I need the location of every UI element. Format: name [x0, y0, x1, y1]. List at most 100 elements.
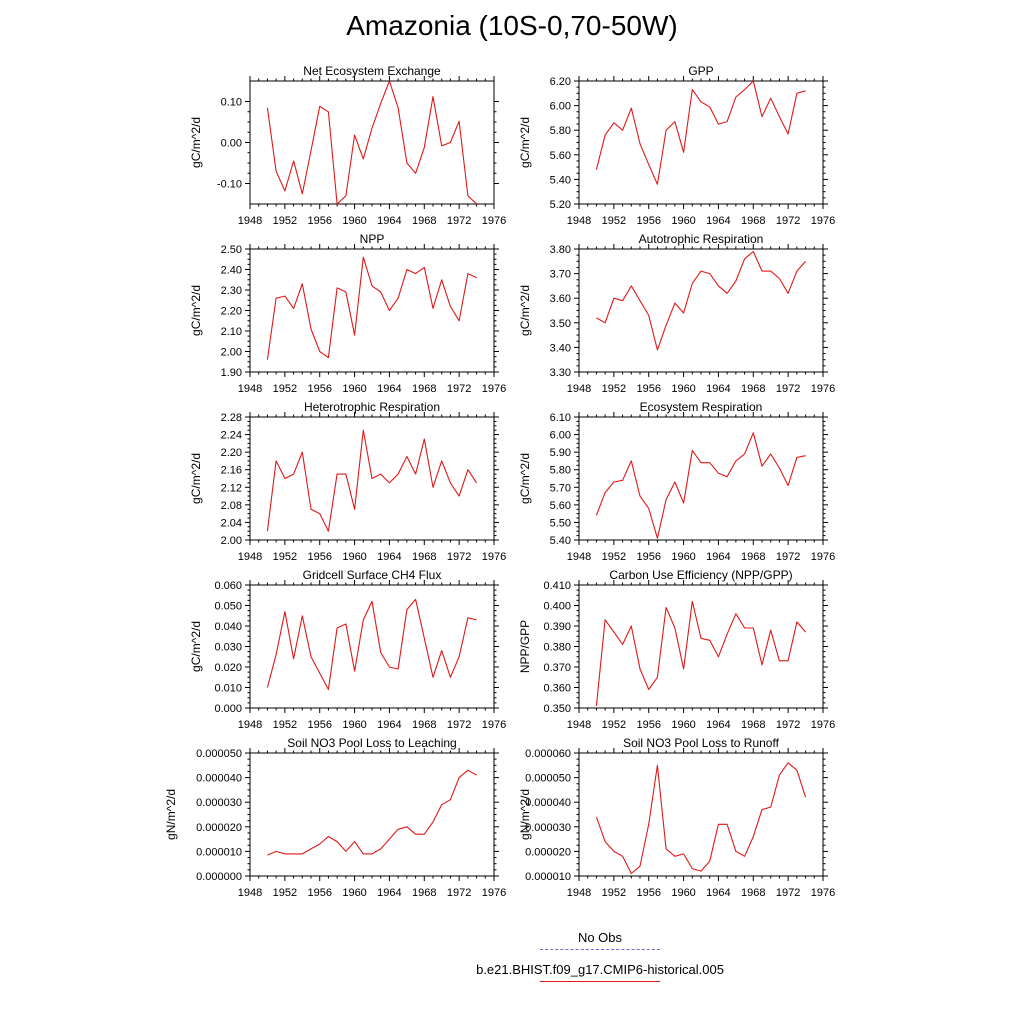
plot-frame	[578, 416, 824, 541]
legend-solid-line-swatch	[540, 981, 660, 982]
y-tick-label: 5.50	[550, 517, 571, 529]
y-axis-label: gC/m^2/d	[518, 453, 532, 504]
y-tick-label: 0.050	[214, 601, 242, 613]
x-tick-label: 1956	[636, 383, 660, 395]
y-tick-label: 0.400	[543, 601, 571, 613]
y-tick-label: 0.000020	[196, 822, 242, 834]
x-tick-label: 1952	[602, 887, 626, 899]
x-tick-label: 1956	[636, 215, 660, 227]
plot-frame	[249, 752, 495, 877]
series-line	[266, 80, 477, 205]
x-tick-label: 1952	[273, 383, 297, 395]
y-tick-label: 2.10	[221, 326, 242, 338]
series-line	[595, 80, 806, 185]
y-tick-label: 2.04	[221, 517, 242, 529]
legend-dashed-line-swatch	[540, 949, 660, 950]
x-tick-label: 1948	[238, 719, 262, 731]
y-tick-label: 6.00	[550, 430, 571, 442]
x-tick-label: 1956	[307, 719, 331, 731]
y-tick-label: 2.16	[221, 465, 242, 477]
x-tick-label: 1968	[741, 887, 765, 899]
y-tick-label: 0.00	[221, 138, 242, 150]
legend-entry-no-obs: No Obs	[430, 930, 770, 958]
y-axis-label: NPP/GPP	[518, 620, 532, 673]
y-tick-label: 3.30	[550, 367, 571, 379]
y-tick-label: 2.20	[221, 447, 242, 459]
x-tick-label: 1972	[776, 887, 800, 899]
y-tick-label: 3.40	[550, 342, 571, 354]
y-axis-label: gC/m^2/d	[189, 117, 203, 168]
x-tick-label: 1968	[412, 719, 436, 731]
x-tick-label: 1952	[602, 383, 626, 395]
series-line	[266, 429, 478, 532]
x-tick-label: 1972	[447, 551, 471, 563]
chart-panel: Ecosystem Respiration gC/m^2/d 1948 1952 195…	[518, 400, 835, 563]
page-title: Amazonia (10S-0,70-50W)	[346, 10, 678, 41]
y-tick-label: 0.000	[214, 703, 242, 715]
x-tick-label: 1976	[811, 887, 835, 899]
y-tick-label: 0.000000	[196, 871, 242, 883]
y-tick-label: 0.10	[221, 97, 242, 109]
x-tick-label: 1964	[706, 719, 730, 731]
x-tick-label: 1952	[273, 887, 297, 899]
chart-panel: Carbon Use Efficiency (NPP/GPP) NPP/GPP 19…	[518, 568, 835, 731]
y-tick-label: 2.28	[221, 412, 242, 424]
x-tick-label: 1964	[377, 215, 401, 227]
x-tick-label: 1976	[811, 215, 835, 227]
panel-title: Heterotrophic Respiration	[304, 400, 440, 414]
x-tick-label: 1956	[636, 887, 660, 899]
y-tick-label: 2.30	[221, 285, 242, 297]
x-tick-label: 1968	[741, 551, 765, 563]
x-tick-label: 1972	[776, 215, 800, 227]
legend-label: b.e21.BHIST.f09_g17.CMIP6-historical.005	[476, 962, 724, 977]
x-tick-label: 1948	[567, 215, 591, 227]
x-tick-label: 1948	[238, 215, 262, 227]
y-tick-label: 0.020	[214, 662, 242, 674]
x-tick-label: 1960	[342, 215, 366, 227]
y-axis-label: gC/m^2/d	[189, 621, 203, 672]
y-tick-label: 0.360	[543, 683, 571, 695]
chart-panel: Autotrophic Respiration gC/m^2/d 1948 1952 1…	[518, 232, 835, 395]
x-tick-label: 1948	[238, 383, 262, 395]
x-tick-label: 1972	[776, 383, 800, 395]
x-tick-label: 1968	[741, 719, 765, 731]
y-tick-label: 0.350	[543, 703, 571, 715]
y-tick-label: 3.80	[550, 244, 571, 256]
y-axis-label: gC/m^2/d	[518, 117, 532, 168]
y-tick-label: 6.00	[550, 101, 571, 113]
plot-frame	[578, 80, 824, 205]
x-tick-label: 1956	[636, 551, 660, 563]
series-line	[266, 256, 477, 360]
y-tick-label: 2.50	[221, 244, 242, 256]
x-tick-label: 1956	[307, 551, 331, 563]
plot-frame	[249, 248, 495, 373]
x-tick-label: 1960	[671, 551, 695, 563]
legend: No Obs b.e21.BHIST.f09_g17.CMIP6-histori…	[430, 930, 770, 990]
y-tick-label: 5.80	[550, 125, 571, 137]
x-tick-label: 1960	[671, 719, 695, 731]
y-tick-label: 5.60	[550, 150, 571, 162]
x-tick-label: 1952	[602, 215, 626, 227]
legend-label: No Obs	[577, 930, 623, 945]
x-tick-label: 1964	[706, 887, 730, 899]
y-axis-label: gC/m^2/d	[189, 285, 203, 336]
x-tick-label: 1952	[273, 551, 297, 563]
panel-title: Ecosystem Respiration	[640, 400, 763, 414]
x-tick-label: 1976	[811, 383, 835, 395]
x-tick-label: 1952	[602, 719, 626, 731]
plot-frame	[578, 248, 824, 373]
x-tick-label: 1972	[447, 215, 471, 227]
series-line	[266, 598, 477, 691]
x-tick-label: 1956	[307, 215, 331, 227]
x-tick-label: 1976	[482, 551, 506, 563]
y-tick-label: 0.410	[543, 580, 571, 592]
y-tick-label: 0.000020	[525, 846, 571, 858]
x-tick-label: 1948	[238, 887, 262, 899]
x-tick-label: 1948	[238, 551, 262, 563]
x-tick-label: 1968	[412, 551, 436, 563]
y-tick-label: 3.50	[550, 318, 571, 330]
y-tick-label: 0.390	[543, 621, 571, 633]
x-tick-label: 1964	[377, 719, 401, 731]
x-tick-label: 1972	[447, 719, 471, 731]
